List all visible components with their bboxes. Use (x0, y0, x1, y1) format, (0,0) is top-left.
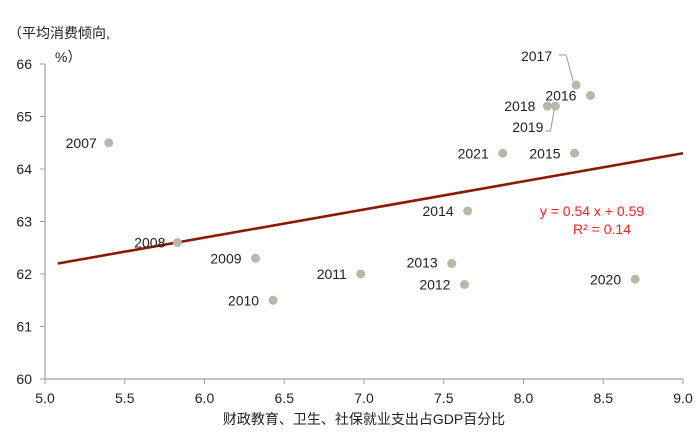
x-tick-label: 5.0 (35, 390, 55, 406)
point-label-2017: 2017 (521, 48, 552, 64)
leader-line-2017 (559, 54, 574, 82)
x-tick-label: 6.0 (195, 390, 215, 406)
data-point-2009 (251, 253, 261, 263)
y-tick-label: 61 (16, 319, 32, 335)
data-point-2018 (542, 101, 552, 111)
data-point-2015 (570, 148, 580, 158)
y-tick-label: 60 (16, 371, 32, 387)
trendline (57, 151, 684, 265)
data-point-2011 (356, 269, 366, 279)
y-tick-label: 65 (16, 109, 32, 125)
data-point-2013 (447, 259, 457, 268)
point-label-2016: 2016 (545, 88, 576, 104)
point-label-2018: 2018 (504, 98, 535, 114)
x-tick-label: 8.0 (514, 390, 534, 406)
point-label-2009: 2009 (210, 250, 241, 266)
y-tick-label: 63 (16, 214, 32, 230)
point-label-2010: 2010 (228, 292, 259, 308)
x-tick-label: 5.5 (115, 390, 135, 406)
point-label-2008: 2008 (134, 235, 165, 251)
trendline-r-squared: R² = 0.14 (573, 221, 631, 237)
x-tick-label: 7.5 (434, 390, 454, 406)
x-axis-title: 财政教育、卫生、社保就业支出占GDP百分比 (223, 411, 505, 427)
point-label-2021: 2021 (458, 145, 489, 161)
x-tick-label: 7.0 (354, 390, 374, 406)
data-point-2021 (498, 148, 508, 158)
point-label-2019: 2019 (512, 119, 543, 135)
data-point-2014 (463, 206, 473, 216)
point-label-2013: 2013 (407, 255, 438, 271)
y-tick-label: 64 (16, 161, 32, 177)
point-label-2007: 2007 (66, 135, 97, 151)
y-axis-title: （平均消费倾向, (8, 25, 110, 41)
x-tick-label: 9.0 (673, 390, 693, 406)
data-point-2016 (585, 91, 595, 100)
point-label-2015: 2015 (529, 145, 560, 161)
data-point-2012 (459, 280, 469, 289)
leader-line-2019 (545, 108, 555, 132)
data-point-2008 (172, 238, 182, 247)
y-tick-label: 62 (16, 266, 32, 282)
point-label-2020: 2020 (590, 271, 621, 287)
data-point-2019 (550, 101, 560, 111)
data-point-2010 (268, 295, 278, 305)
x-tick-label: 6.5 (275, 390, 295, 406)
y-tick-label: 66 (16, 56, 32, 72)
trendline-equation: y = 0.54 x + 0.59 (540, 203, 645, 219)
data-point-2007 (104, 138, 114, 148)
point-label-2014: 2014 (423, 203, 454, 219)
point-label-2011: 2011 (317, 266, 347, 282)
y-axis-title-unit: %） (55, 49, 81, 65)
data-point-2020 (630, 274, 640, 284)
data-point-2017 (571, 80, 581, 90)
point-label-2012: 2012 (419, 277, 450, 293)
x-tick-label: 8.5 (594, 390, 614, 406)
